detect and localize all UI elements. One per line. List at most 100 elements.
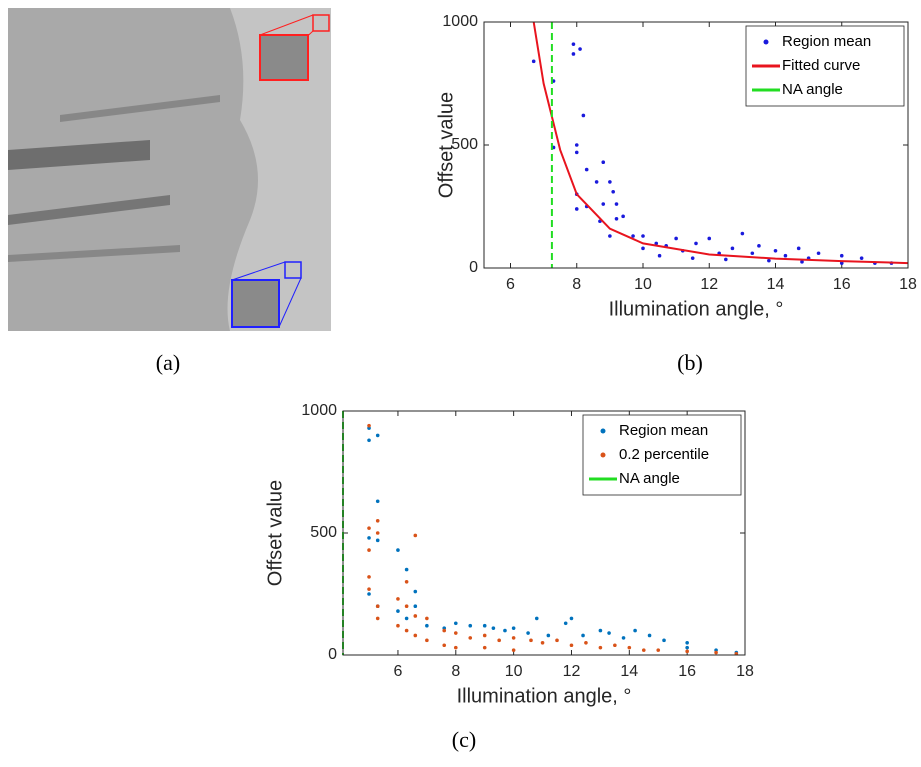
point	[367, 438, 371, 443]
x-tick-label: 12	[563, 663, 581, 680]
point	[529, 638, 533, 643]
point	[707, 236, 712, 241]
point	[413, 604, 418, 608]
legend-label: Fitted curve	[782, 57, 860, 74]
point	[367, 536, 371, 540]
point	[607, 631, 611, 635]
point	[614, 217, 619, 221]
point	[442, 628, 447, 633]
point	[367, 423, 371, 428]
point	[631, 234, 635, 238]
x-tick-label: 8	[451, 663, 460, 680]
point	[375, 433, 380, 438]
point	[816, 251, 821, 256]
point	[531, 59, 536, 64]
point	[396, 609, 400, 613]
y-tick-label: 0	[328, 646, 337, 663]
legend-symbol	[600, 428, 606, 434]
point	[611, 189, 615, 194]
point	[601, 160, 606, 165]
point	[796, 246, 801, 251]
point	[375, 499, 380, 504]
point	[375, 519, 380, 523]
point	[657, 253, 662, 258]
point	[503, 628, 507, 633]
point	[641, 234, 645, 238]
point	[584, 167, 589, 172]
point	[633, 628, 637, 633]
point	[734, 651, 739, 655]
point	[563, 621, 568, 626]
point	[468, 623, 473, 628]
point	[601, 202, 606, 206]
point	[375, 538, 380, 543]
point	[694, 241, 698, 246]
x-tick-label: 10	[634, 276, 652, 293]
x-tick-label: 18	[736, 663, 754, 680]
point	[367, 575, 371, 579]
point	[404, 616, 409, 621]
point	[396, 623, 400, 628]
point	[491, 626, 496, 630]
point	[685, 649, 689, 654]
y-axis-label: Offset value	[264, 480, 286, 586]
point	[578, 47, 582, 51]
point	[404, 628, 409, 633]
legend-symbol	[600, 452, 606, 458]
point	[613, 643, 617, 648]
point	[839, 261, 844, 265]
y-tick-label: 500	[310, 524, 337, 541]
point	[482, 645, 487, 650]
point	[783, 253, 788, 258]
point	[654, 241, 659, 246]
point	[598, 628, 603, 633]
point	[425, 623, 429, 628]
point	[511, 648, 516, 652]
point	[730, 246, 735, 251]
point	[367, 548, 371, 552]
point	[404, 567, 409, 572]
point	[413, 589, 418, 594]
point	[367, 592, 371, 596]
point	[685, 641, 689, 645]
point	[690, 256, 695, 260]
point	[482, 633, 487, 638]
point	[757, 244, 761, 248]
axes-box	[483, 21, 909, 269]
point	[641, 648, 646, 652]
point	[656, 648, 661, 652]
legend-box	[582, 414, 742, 496]
caption: (c)	[452, 727, 476, 752]
x-tick-label: 8	[572, 276, 581, 293]
point	[674, 236, 678, 241]
point	[425, 638, 429, 643]
caption: (a)	[156, 350, 180, 375]
point	[598, 645, 603, 650]
legend: Region mean Fitted curve NA angle	[745, 25, 905, 107]
legend: Region mean 0.2 percentile NA angle	[582, 414, 742, 496]
x-tick-label: 14	[620, 663, 638, 680]
x-tick-label: 6	[393, 663, 402, 680]
x-tick-label: 18	[899, 276, 917, 293]
x-tick-label: 14	[767, 276, 785, 293]
point	[375, 604, 380, 608]
point	[767, 258, 771, 263]
point	[569, 643, 574, 648]
point	[574, 143, 579, 147]
point	[839, 253, 844, 258]
point	[555, 638, 559, 643]
point	[453, 645, 458, 650]
legend-label: 0.2 percentile	[619, 446, 709, 463]
point	[413, 533, 418, 538]
point	[396, 597, 400, 601]
point	[468, 636, 473, 640]
point	[511, 626, 516, 630]
point	[571, 52, 576, 56]
point	[396, 548, 400, 552]
point	[574, 207, 579, 211]
legend-label: NA angle	[619, 470, 680, 487]
point	[375, 616, 380, 621]
x-tick-label: 6	[506, 276, 515, 293]
point	[608, 234, 612, 238]
